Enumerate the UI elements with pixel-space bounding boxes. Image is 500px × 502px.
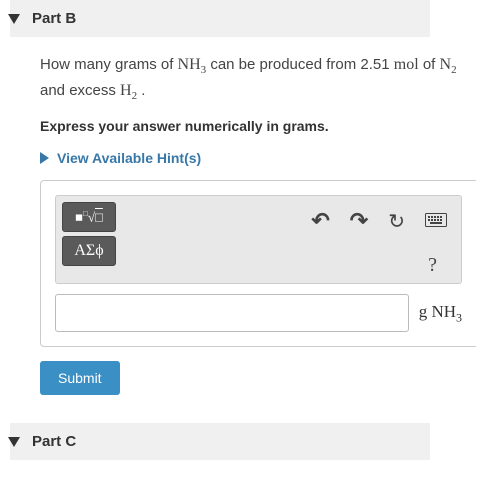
question-fragment: can be produced from 2.51 bbox=[206, 56, 394, 73]
instruction-text: Express your answer numerically in grams… bbox=[40, 118, 476, 134]
toolbar-left: ■□√□ ΑΣϕ bbox=[62, 202, 116, 266]
part-b-content: How many grams of NH3 can be produced fr… bbox=[0, 53, 500, 395]
templates-button[interactable]: ■□√□ bbox=[62, 202, 116, 232]
question-fragment: and excess bbox=[40, 82, 120, 99]
answer-area: ■□√□ ΑΣϕ ↶ ↷ ↻ bbox=[40, 180, 476, 347]
question-fragment: . bbox=[137, 82, 145, 99]
keyboard-icon[interactable] bbox=[425, 211, 447, 232]
part-c-header[interactable]: Part C bbox=[10, 423, 430, 460]
answer-input[interactable] bbox=[55, 294, 409, 332]
part-c-title: Part C bbox=[32, 433, 76, 450]
hints-label: View Available Hint(s) bbox=[57, 150, 201, 166]
expand-icon bbox=[40, 152, 49, 164]
equation-toolbar: ■□√□ ΑΣϕ ↶ ↷ ↻ bbox=[55, 195, 462, 284]
toolbar-right: ↶ ↷ ↻ bbox=[311, 202, 455, 277]
chem-nh3: NH3 bbox=[178, 56, 207, 73]
greek-button[interactable]: ΑΣϕ bbox=[62, 236, 116, 266]
chem-h2: H2 bbox=[120, 82, 137, 99]
submit-button[interactable]: Submit bbox=[40, 361, 120, 395]
chem-n2: N2 bbox=[440, 56, 457, 73]
unit-mol: mol bbox=[394, 56, 419, 73]
question-fragment: of bbox=[419, 56, 440, 73]
help-icon[interactable]: ? bbox=[428, 254, 437, 276]
collapse-icon bbox=[8, 14, 20, 24]
answer-input-row: g NH3 bbox=[55, 294, 462, 332]
question-fragment: How many grams of bbox=[40, 56, 178, 73]
part-b-header[interactable]: Part B bbox=[10, 0, 430, 37]
templates-icon: ■□√□ bbox=[75, 209, 103, 225]
collapse-icon bbox=[8, 437, 20, 447]
units-label: g NH3 bbox=[419, 302, 462, 325]
undo-icon[interactable]: ↶ bbox=[311, 208, 329, 234]
redo-icon[interactable]: ↷ bbox=[350, 208, 368, 234]
reset-icon[interactable]: ↻ bbox=[388, 209, 405, 234]
part-b-title: Part B bbox=[32, 10, 76, 27]
hints-toggle[interactable]: View Available Hint(s) bbox=[40, 150, 476, 166]
question-text: How many grams of NH3 can be produced fr… bbox=[40, 53, 476, 104]
